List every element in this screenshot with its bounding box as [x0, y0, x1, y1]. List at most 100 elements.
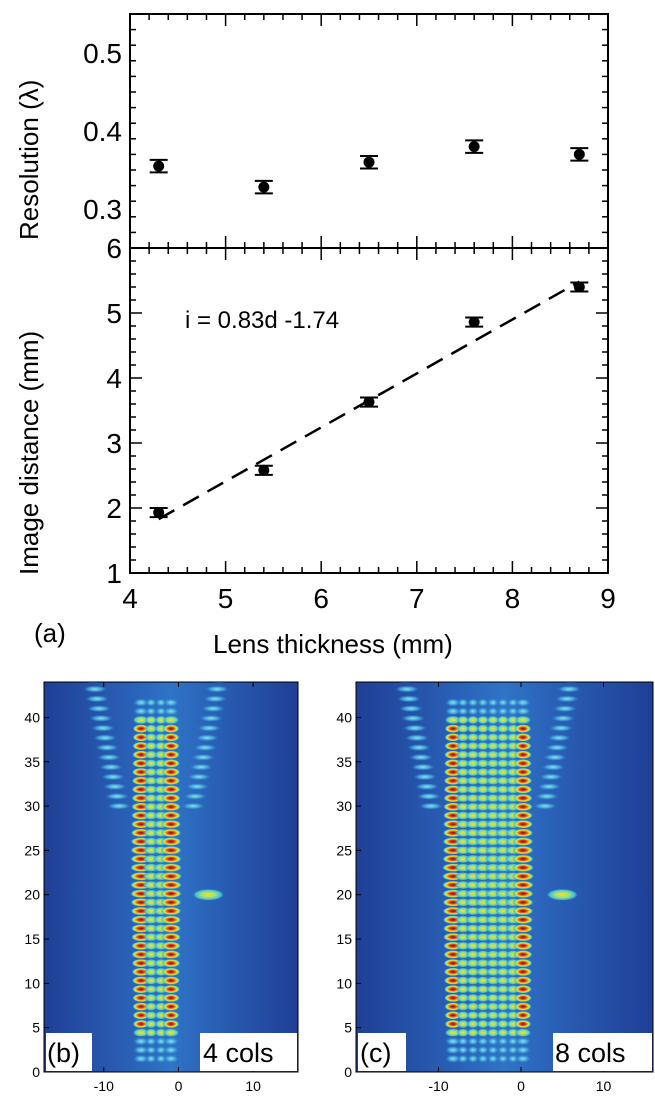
heatmap-spot — [466, 950, 480, 959]
heatmap-fringe — [89, 714, 114, 722]
heatmap-spot — [486, 759, 500, 768]
heatmap-spot — [456, 993, 470, 1003]
heatmap-spot — [160, 880, 182, 890]
heatmap-fringe — [193, 744, 218, 752]
heatmap-spot — [133, 1037, 150, 1046]
heatmap-spot — [162, 715, 180, 725]
heatmap-fringe — [195, 734, 220, 742]
heatmap-spot — [161, 958, 181, 968]
heatmap-spot — [514, 1011, 532, 1020]
heatmap-hotspot — [192, 888, 225, 901]
heatmap-spot — [144, 993, 158, 1003]
heatmap-spot — [514, 1037, 532, 1046]
heatmap-spot — [477, 1045, 489, 1055]
heatmap-spot — [466, 1019, 480, 1029]
heatmap-spot — [163, 707, 180, 716]
x-tick-label: 4 — [122, 583, 138, 614]
heatmap-spot — [486, 1019, 500, 1029]
heatmap-spot — [145, 1028, 158, 1037]
heatmap-y-tick-label: 20 — [336, 887, 352, 903]
heatmap-fringe — [401, 714, 425, 722]
heatmap-spot — [466, 759, 480, 768]
heatmap-spot — [133, 1054, 149, 1063]
heatmap-spot — [514, 759, 532, 768]
heatmap-spot — [496, 767, 510, 777]
heatmap-spot — [161, 785, 181, 794]
heatmap-x-tick-label: -10 — [428, 1078, 448, 1094]
resolution-point — [153, 160, 165, 172]
heatmap-spot — [496, 993, 510, 1003]
heatmap-spot — [456, 741, 470, 751]
heatmap-y-tick-label: 30 — [336, 798, 352, 814]
heatmap-spot — [514, 1002, 532, 1011]
heatmap-spot — [162, 733, 180, 742]
heatmap-fringe — [211, 682, 227, 683]
heatmap-fringe — [83, 685, 108, 693]
heatmap-spot — [496, 1011, 510, 1020]
heatmap-spot — [514, 724, 532, 733]
heatmap-y-tick-label: 10 — [24, 975, 40, 991]
heatmap-spot — [496, 950, 510, 959]
heatmap-spot — [466, 724, 480, 733]
heatmap-spot — [476, 741, 490, 751]
heatmap-spot — [132, 724, 150, 733]
heatmap-spot — [467, 1054, 479, 1063]
image-distance-plot: 4 5 6 7 8 9 1 2 3 4 5 6 i = 0.83d -1.74 — [106, 233, 615, 614]
heatmap-spot — [476, 785, 490, 794]
heatmap-fringe — [417, 792, 441, 800]
heatmap-fringe — [537, 783, 561, 791]
x-tick-label: 9 — [600, 583, 616, 614]
heatmap-spot — [476, 985, 490, 994]
heatmap-spot — [466, 967, 480, 977]
heatmap-spot — [145, 1054, 157, 1063]
heatmap-fringe — [85, 682, 101, 683]
heatmap-spot — [476, 767, 490, 777]
heatmap-spot — [456, 793, 470, 803]
heatmap-spot — [476, 1002, 490, 1011]
heatmap-fringe — [547, 734, 571, 742]
heatmap-spot — [497, 1054, 509, 1063]
heatmap-spot — [144, 776, 158, 785]
heatmap-fringe — [409, 753, 433, 761]
heatmap-spot — [475, 932, 491, 942]
heatmap-x-tick-label: -10 — [94, 1078, 114, 1094]
heatmap-spot — [456, 1002, 470, 1011]
heatmap-spot — [465, 811, 481, 820]
heatmap-y-tick-label: 40 — [336, 709, 352, 725]
resolution-plot-frame — [129, 13, 609, 249]
heatmap-spot — [513, 967, 533, 977]
heatmap-spot — [496, 741, 510, 751]
heatmap-spot — [485, 932, 501, 942]
heatmap-spot — [465, 924, 481, 933]
heatmap-spot — [465, 941, 481, 950]
heatmap-spot — [496, 793, 510, 803]
heatmap-spot — [456, 767, 470, 777]
heatmap-fringe — [107, 802, 132, 810]
heatmap-spot — [143, 819, 159, 829]
heatmap-spot — [163, 1045, 179, 1055]
heatmap-spot — [515, 698, 531, 707]
heatmap-fringe — [397, 695, 421, 703]
heatmap-spot — [456, 976, 470, 985]
heatmap-fringe — [415, 783, 439, 791]
heatmap-spot — [513, 785, 533, 794]
heatmap-y-tick-label: 35 — [336, 754, 352, 770]
heatmap-spot — [495, 802, 511, 811]
heatmap-spot — [144, 750, 158, 759]
heatmap-spot — [161, 967, 181, 977]
heatmap-spot — [161, 976, 181, 985]
heatmap-spot — [466, 776, 480, 785]
heatmap-spot — [514, 733, 532, 742]
heatmap-spot — [143, 802, 159, 811]
heatmap-spot — [476, 733, 490, 742]
heatmap-spot — [495, 932, 511, 942]
heatmap-spot — [486, 1002, 500, 1011]
heatmap-spot — [512, 898, 534, 907]
image-distance-ticks: 4 5 6 7 8 9 1 2 3 4 5 6 — [106, 233, 615, 614]
heatmap-spot — [513, 941, 533, 950]
heatmap-spot — [485, 802, 501, 811]
heatmap-spot — [160, 898, 182, 907]
heatmap-spot — [512, 854, 534, 864]
heatmap-spot — [486, 985, 500, 994]
heatmap-spot — [456, 724, 470, 733]
